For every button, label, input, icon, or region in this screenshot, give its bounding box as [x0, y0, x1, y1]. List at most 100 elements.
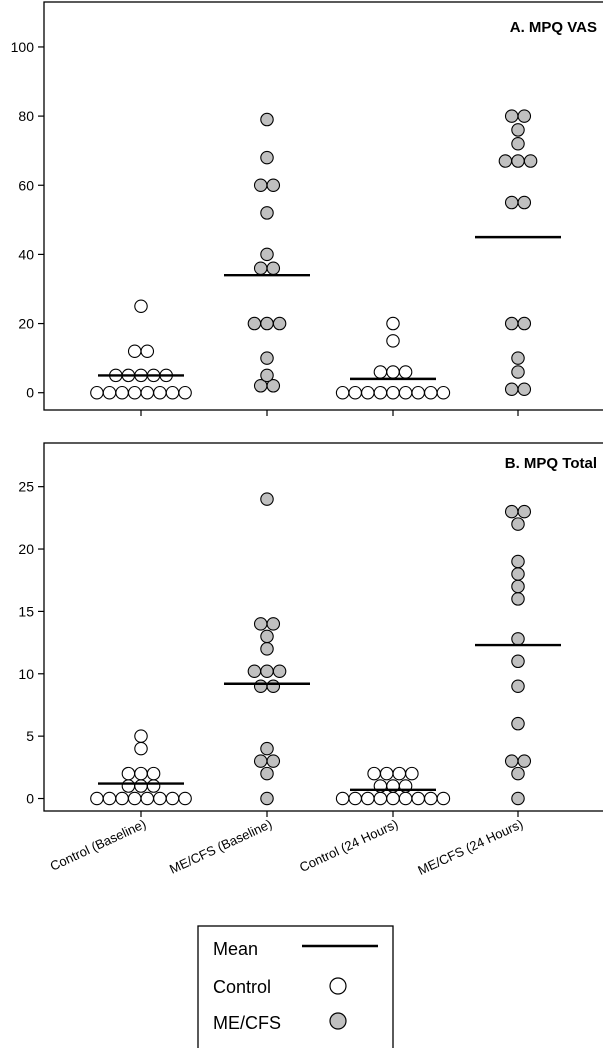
- data-point-mecfs: [517, 382, 532, 397]
- data-point-mecfs: [260, 642, 274, 656]
- data-point-control: [398, 365, 413, 379]
- data-point-control: [165, 791, 180, 806]
- panel-b-y-tick-label: 0: [26, 791, 34, 807]
- data-point-mecfs: [260, 206, 274, 220]
- data-point-mecfs: [511, 123, 525, 137]
- data-point-mecfs: [260, 664, 274, 679]
- data-point-control: [90, 791, 104, 806]
- data-point-mecfs: [511, 791, 525, 806]
- legend-mean-label: Mean: [213, 939, 258, 959]
- panel-a-frame: [43, 1, 603, 411]
- data-point-mecfs: [253, 617, 268, 631]
- panel-a-y-tick-label: 100: [11, 39, 35, 55]
- data-point-mecfs: [253, 261, 268, 275]
- data-point-mecfs: [498, 154, 513, 168]
- data-point-control: [121, 766, 136, 781]
- data-point-control: [134, 299, 148, 314]
- data-point-control: [335, 385, 350, 400]
- data-point-mecfs: [517, 195, 532, 210]
- data-point-control: [405, 766, 419, 781]
- data-point-mecfs: [504, 754, 519, 768]
- data-point-control: [127, 791, 142, 806]
- data-point-mecfs: [517, 316, 532, 331]
- data-point-mecfs: [253, 178, 268, 193]
- data-point-control: [379, 766, 394, 781]
- data-point-control: [361, 791, 375, 806]
- legend-mecfs-marker: [329, 1012, 347, 1030]
- panel-b-y-tick-label: 25: [18, 479, 34, 495]
- category-label: Control (Baseline): [48, 816, 149, 874]
- legend-mecfs-label: ME/CFS: [213, 1013, 281, 1033]
- data-point-mecfs: [504, 316, 519, 331]
- data-point-mecfs: [253, 754, 268, 768]
- data-point-mecfs: [511, 517, 525, 531]
- data-point-mecfs: [504, 195, 519, 210]
- data-point-control: [386, 791, 400, 806]
- data-point-mecfs: [504, 109, 519, 123]
- panel-b-y-tick-label: 5: [26, 728, 34, 744]
- data-point-control: [348, 791, 362, 806]
- data-point-mecfs: [511, 154, 525, 168]
- data-point-mecfs: [260, 492, 274, 506]
- data-point-mecfs: [523, 154, 538, 168]
- panel-a-y-axis: 0 20 40 60 80 100: [11, 39, 44, 401]
- data-point-mecfs: [272, 316, 287, 331]
- data-point-control: [134, 766, 148, 781]
- legend: Mean Control ME/CFS: [197, 925, 394, 1053]
- data-point-mecfs: [517, 504, 532, 519]
- data-point-control: [178, 385, 192, 400]
- panel-a-marks: [90, 109, 561, 400]
- data-point-control: [386, 365, 400, 379]
- data-point-control: [134, 741, 148, 756]
- data-point-mecfs: [517, 109, 532, 123]
- data-point-mecfs: [247, 316, 262, 331]
- data-point-control: [386, 385, 400, 400]
- data-point-mecfs: [511, 365, 525, 379]
- data-point-control: [140, 344, 155, 358]
- data-point-mecfs: [260, 112, 274, 127]
- data-point-mecfs: [247, 664, 262, 679]
- data-point-control: [153, 385, 167, 400]
- data-point-control: [411, 385, 425, 400]
- data-point-control: [178, 791, 192, 806]
- panel-a-y-tick-label: 20: [18, 316, 34, 332]
- data-point-mecfs: [511, 679, 525, 694]
- data-point-control: [121, 779, 136, 793]
- data-point-mecfs: [260, 791, 274, 806]
- data-point-mecfs: [266, 754, 281, 768]
- data-point-mecfs: [511, 554, 525, 569]
- data-point-control: [127, 344, 142, 358]
- data-point-mecfs: [511, 592, 525, 606]
- data-point-control: [102, 385, 117, 400]
- data-point-control: [373, 791, 388, 806]
- legend-control-label: Control: [213, 977, 271, 997]
- data-point-mecfs: [260, 150, 274, 165]
- data-point-mecfs: [260, 766, 274, 781]
- data-point-control: [335, 791, 350, 806]
- data-point-mecfs: [260, 368, 274, 383]
- panel-a-y-tick-label: 0: [26, 385, 34, 401]
- data-point-control: [398, 385, 413, 400]
- data-point-mecfs: [517, 754, 532, 768]
- data-point-control: [348, 385, 362, 400]
- data-point-mecfs: [266, 679, 281, 694]
- data-point-mecfs: [511, 579, 525, 594]
- category-labels: Control (Baseline) ME/CFS (Baseline) Contr…: [48, 816, 526, 878]
- data-point-control: [373, 365, 388, 379]
- data-point-mecfs: [511, 716, 525, 731]
- data-point-control: [386, 316, 400, 331]
- data-point-control: [392, 766, 407, 781]
- data-point-control: [436, 385, 451, 400]
- data-point-control: [127, 385, 142, 400]
- data-point-control: [361, 385, 375, 400]
- data-point-control: [411, 791, 425, 806]
- panel-b-marks: [90, 492, 561, 806]
- data-point-mecfs: [272, 664, 287, 679]
- panel-a-x-ticks: [140, 410, 519, 416]
- data-point-mecfs: [511, 766, 525, 781]
- data-point-control: [165, 385, 180, 400]
- panel-b-frame: [43, 442, 603, 812]
- data-point-mecfs: [504, 382, 519, 397]
